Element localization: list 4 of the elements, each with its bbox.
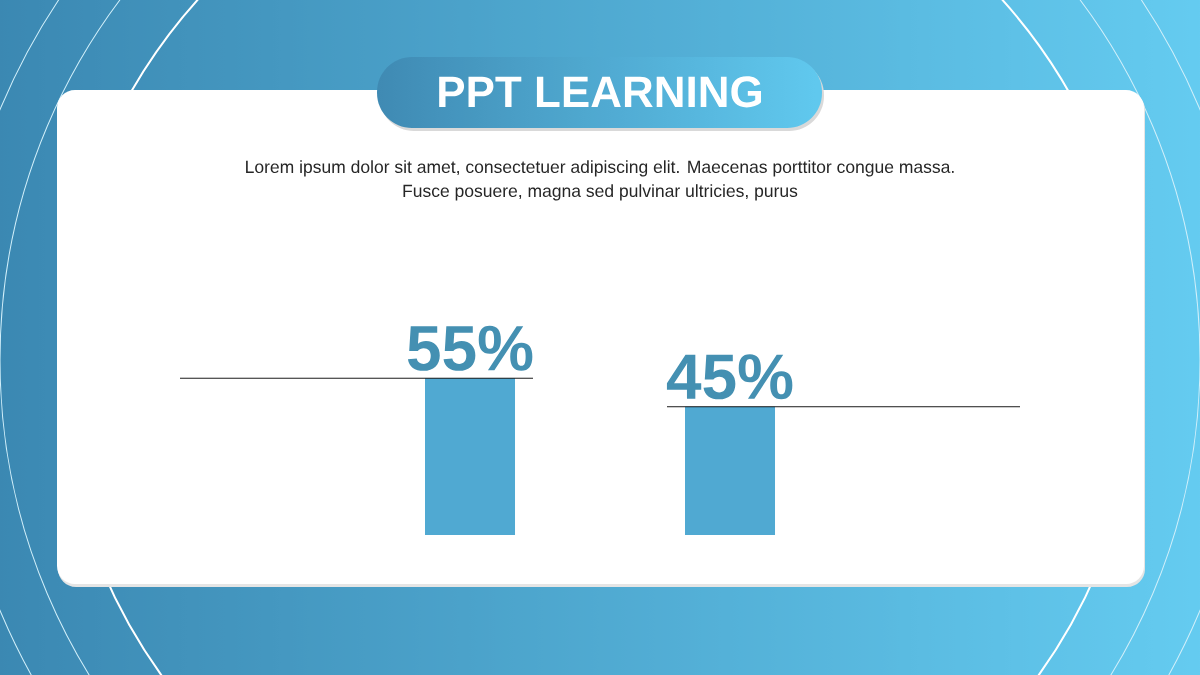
data-label: 55% [407, 325, 533, 371]
data-label: 45% [666, 354, 793, 400]
chart-title: PPT LEARNING [439, 76, 762, 108]
chart-subtitle: Lorem ipsum dolor sit amet, consectetuer adipiscing elit. Maecenas porttitor congue massa. Fusce posuere, magna sed pulvinar ultricies, purus [246, 160, 954, 201]
